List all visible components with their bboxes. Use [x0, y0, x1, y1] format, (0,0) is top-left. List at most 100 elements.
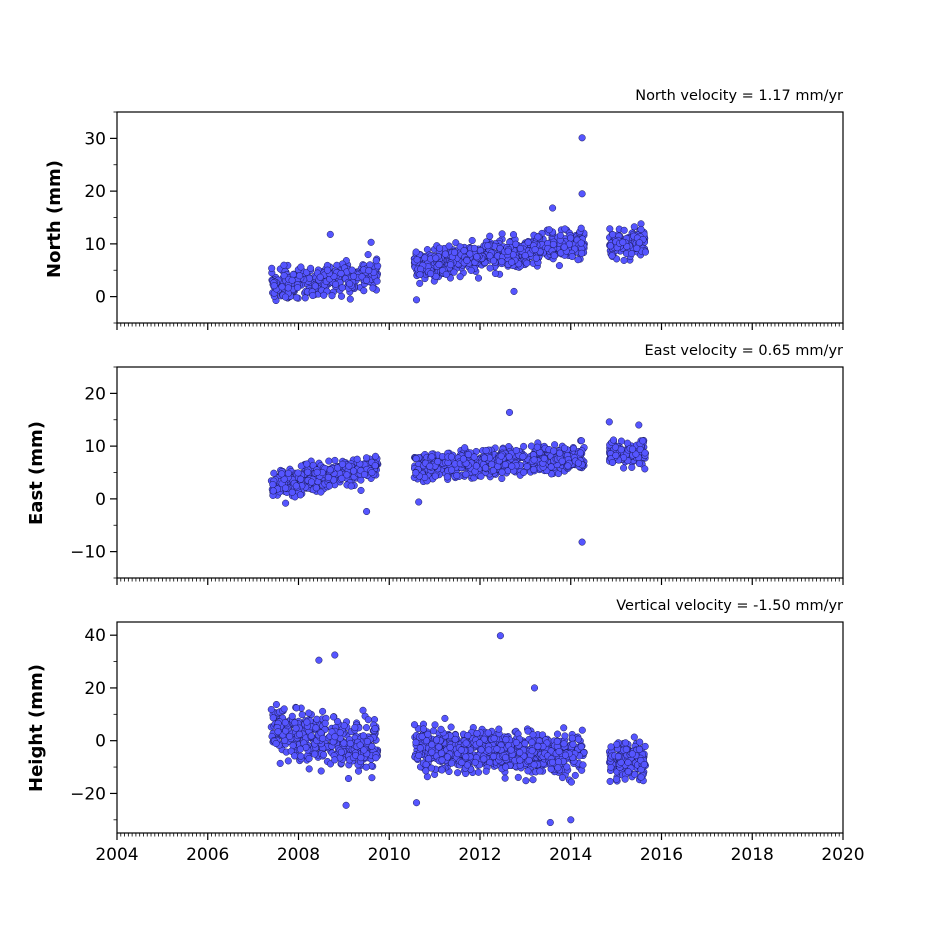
x-tick-label: 2018: [731, 845, 774, 865]
data-point: [423, 773, 431, 781]
data-point: [462, 470, 470, 478]
data-point: [437, 749, 446, 757]
data-point: [328, 292, 336, 300]
data-point: [307, 478, 316, 486]
data-point: [357, 486, 365, 494]
data-point: [505, 453, 513, 461]
y-tick-label: 20: [84, 182, 106, 202]
data-point: [292, 724, 300, 732]
data-point: [534, 742, 542, 750]
data-point: [346, 739, 354, 747]
data-point: [316, 273, 324, 281]
data-point: [567, 778, 575, 786]
data-point: [280, 272, 288, 280]
data-point: [326, 230, 334, 238]
data-point: [578, 538, 586, 546]
data-point: [516, 244, 524, 253]
y-ticks-height: −20 0 20 40: [70, 626, 117, 821]
x-tick-label: 2016: [640, 845, 683, 865]
data-point: [480, 454, 489, 462]
data-point: [505, 408, 514, 416]
data-point: [421, 254, 429, 262]
data-point: [525, 756, 533, 764]
data-point: [368, 774, 376, 782]
data-point: [350, 272, 358, 280]
data-point: [305, 754, 313, 763]
data-point: [574, 256, 582, 264]
data-point: [556, 231, 564, 239]
data-point: [294, 284, 302, 292]
data-point: [446, 743, 454, 751]
data-point: [416, 271, 424, 279]
data-point: [267, 705, 275, 714]
data-point: [282, 484, 290, 492]
x-tick-label: 2008: [277, 845, 320, 865]
data-point: [633, 244, 641, 252]
data-point: [639, 437, 647, 445]
data-point: [447, 723, 455, 731]
data-point: [462, 739, 470, 747]
data-point: [529, 776, 537, 784]
panel-east: East velocity = 0.65 mm/yr East (mm) −10…: [26, 343, 844, 585]
data-point: [297, 752, 305, 760]
panel-title-east: East velocity = 0.65 mm/yr: [644, 343, 843, 359]
data-point: [324, 473, 332, 481]
data-point: [366, 261, 374, 269]
data-point: [545, 226, 553, 234]
data-point: [416, 744, 424, 752]
data-point: [331, 651, 339, 659]
data-point: [288, 712, 296, 720]
data-point: [520, 468, 528, 476]
data-point: [451, 735, 459, 743]
data-point: [281, 293, 290, 301]
data-point: [363, 507, 371, 516]
data-point: [521, 252, 529, 260]
data-point: [436, 244, 444, 252]
data-point: [305, 765, 313, 773]
data-point: [450, 268, 458, 276]
data-point: [428, 453, 436, 461]
data-point: [622, 739, 630, 747]
data-point: [577, 437, 586, 445]
data-point: [337, 292, 346, 300]
data-point: [442, 270, 450, 278]
data-point: [628, 750, 636, 758]
data-point: [560, 724, 568, 732]
data-point: [372, 257, 380, 265]
data-point: [454, 769, 462, 777]
data-point: [486, 264, 494, 272]
data-point: [453, 471, 461, 480]
data-point: [550, 447, 558, 455]
data-point: [577, 743, 585, 751]
data-point: [480, 755, 488, 763]
data-point: [445, 242, 453, 250]
data-point: [508, 258, 516, 266]
data-point: [609, 231, 617, 239]
data-point: [496, 632, 504, 640]
data-point: [325, 482, 333, 490]
data-point: [422, 767, 430, 775]
data-point: [437, 725, 445, 733]
data-point: [413, 256, 421, 264]
data-point: [432, 254, 440, 262]
data-point: [514, 773, 522, 781]
data-point: [609, 436, 618, 444]
data-point: [269, 481, 277, 489]
data-point: [270, 469, 278, 477]
panel-north: North velocity = 1.17 mm/yr North (mm) 0…: [44, 88, 844, 330]
data-point: [547, 463, 555, 471]
data-point: [473, 253, 481, 261]
data-point: [477, 746, 485, 754]
data-point: [350, 467, 358, 475]
data-point: [578, 190, 586, 198]
data-point: [641, 742, 649, 750]
data-point: [284, 469, 292, 477]
data-point: [519, 453, 527, 461]
data-point: [569, 740, 577, 748]
data-point: [467, 266, 475, 274]
data-point: [571, 771, 579, 779]
data-point: [578, 726, 586, 734]
data-point: [343, 471, 351, 479]
data-point: [357, 754, 365, 762]
data-point: [364, 716, 372, 724]
